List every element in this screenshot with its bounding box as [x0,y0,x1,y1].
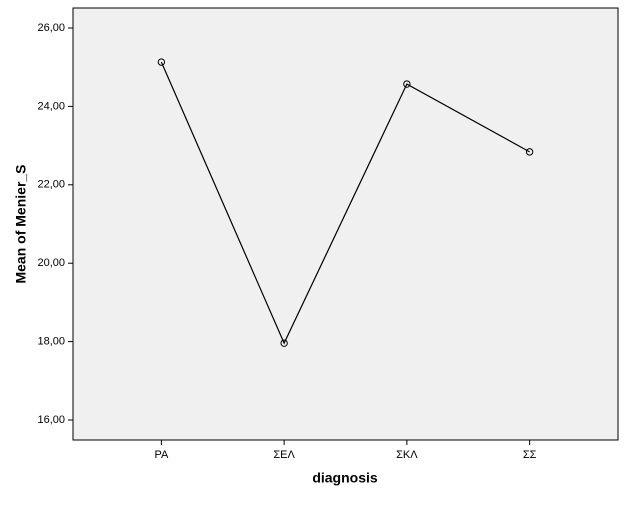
x-tick-label: ΣΣ [523,449,537,461]
x-tick-label: ΣΚΛ [396,449,418,461]
y-tick-label: 24,00 [37,100,65,112]
y-tick-label: 16,00 [37,414,65,426]
x-tick-label: ΣΕΛ [273,449,295,461]
y-tick-label: 20,00 [37,257,65,269]
y-tick-label: 22,00 [37,179,65,191]
data-point [157,58,166,66]
y-axis-title: Mean of Menier_S [13,164,29,283]
y-tick-label: 18,00 [37,336,65,348]
data-point [525,148,534,156]
plot-area [72,7,619,441]
series-line [160,61,530,345]
y-tick-label: 26,00 [37,22,65,34]
x-tick-label: PA [154,449,169,461]
data-point [403,80,411,88]
data-point [280,339,288,347]
x-axis-title: diagnosis [312,470,378,486]
